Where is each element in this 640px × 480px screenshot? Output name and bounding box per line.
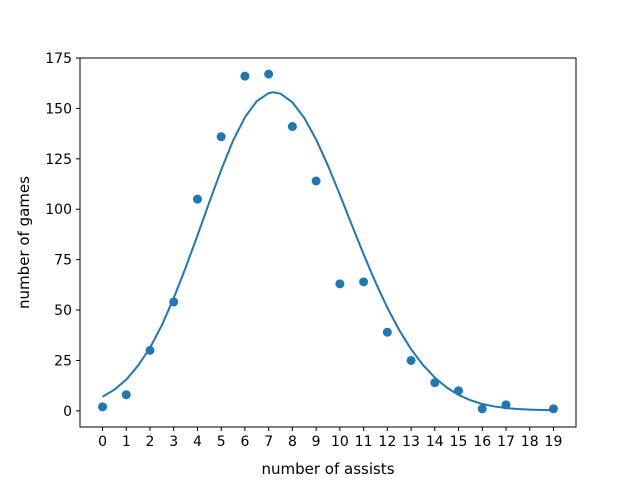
x-tick-label: 13 bbox=[402, 434, 420, 450]
data-point-2 bbox=[145, 345, 155, 355]
data-point-7 bbox=[264, 69, 274, 79]
plot-area-frame bbox=[79, 57, 577, 428]
data-point-10 bbox=[335, 279, 345, 289]
data-point-19 bbox=[548, 404, 558, 414]
x-tick-label: 2 bbox=[146, 434, 155, 450]
data-point-11 bbox=[359, 277, 369, 287]
x-tick-label: 14 bbox=[426, 434, 444, 450]
data-point-9 bbox=[311, 176, 321, 186]
fit-curve-line bbox=[102, 91, 554, 412]
x-axis-label: number of assists bbox=[261, 460, 394, 478]
data-point-6 bbox=[240, 71, 250, 81]
x-tick-label: 7 bbox=[264, 434, 273, 450]
x-tick-label: 0 bbox=[98, 434, 107, 450]
y-tick-label: 125 bbox=[45, 152, 72, 168]
x-tick-label: 5 bbox=[217, 434, 226, 450]
x-axis-ticks: 0 1 2 3 4 5 6 7 8 9 10 11 12 13 14 15 16 17 18 19 bbox=[98, 427, 562, 450]
y-tick-label: 0 bbox=[63, 404, 72, 420]
data-point-12 bbox=[382, 327, 392, 337]
y-tick-label: 175 bbox=[45, 51, 72, 67]
x-tick-label: 8 bbox=[288, 434, 297, 450]
data-point-17 bbox=[501, 400, 511, 410]
x-tick-label: 17 bbox=[497, 434, 515, 450]
x-tick-label: 3 bbox=[169, 434, 178, 450]
data-points-layer bbox=[98, 69, 558, 414]
y-tick-label: 100 bbox=[45, 202, 72, 218]
fit-curve-layer bbox=[102, 91, 554, 412]
data-point-8 bbox=[287, 122, 297, 132]
data-point-13 bbox=[406, 355, 416, 365]
data-point-0 bbox=[98, 402, 108, 412]
x-tick-label: 16 bbox=[473, 434, 491, 450]
x-tick-label: 9 bbox=[312, 434, 321, 450]
x-tick-label: 15 bbox=[450, 434, 468, 450]
data-point-15 bbox=[454, 386, 464, 396]
x-tick-label: 19 bbox=[545, 434, 563, 450]
data-point-16 bbox=[477, 404, 487, 414]
x-tick-label: 18 bbox=[521, 434, 539, 450]
y-axis-label: number of games bbox=[15, 176, 33, 309]
data-point-5 bbox=[216, 132, 226, 142]
x-tick-label: 4 bbox=[193, 434, 202, 450]
y-tick-label: 75 bbox=[54, 253, 72, 269]
y-axis-ticks: 0 25 50 75 100 125 150 175 bbox=[45, 51, 80, 420]
y-tick-label: 25 bbox=[54, 353, 72, 369]
data-point-4 bbox=[192, 194, 202, 204]
data-point-3 bbox=[169, 297, 179, 307]
x-tick-label: 6 bbox=[240, 434, 249, 450]
data-point-14 bbox=[430, 378, 440, 388]
x-tick-label: 12 bbox=[378, 434, 396, 450]
y-tick-label: 150 bbox=[45, 101, 72, 117]
data-point-1 bbox=[121, 390, 131, 400]
x-tick-label: 11 bbox=[355, 434, 373, 450]
x-tick-label: 1 bbox=[122, 434, 131, 450]
y-tick-label: 50 bbox=[54, 303, 72, 319]
x-tick-label: 10 bbox=[331, 434, 349, 450]
